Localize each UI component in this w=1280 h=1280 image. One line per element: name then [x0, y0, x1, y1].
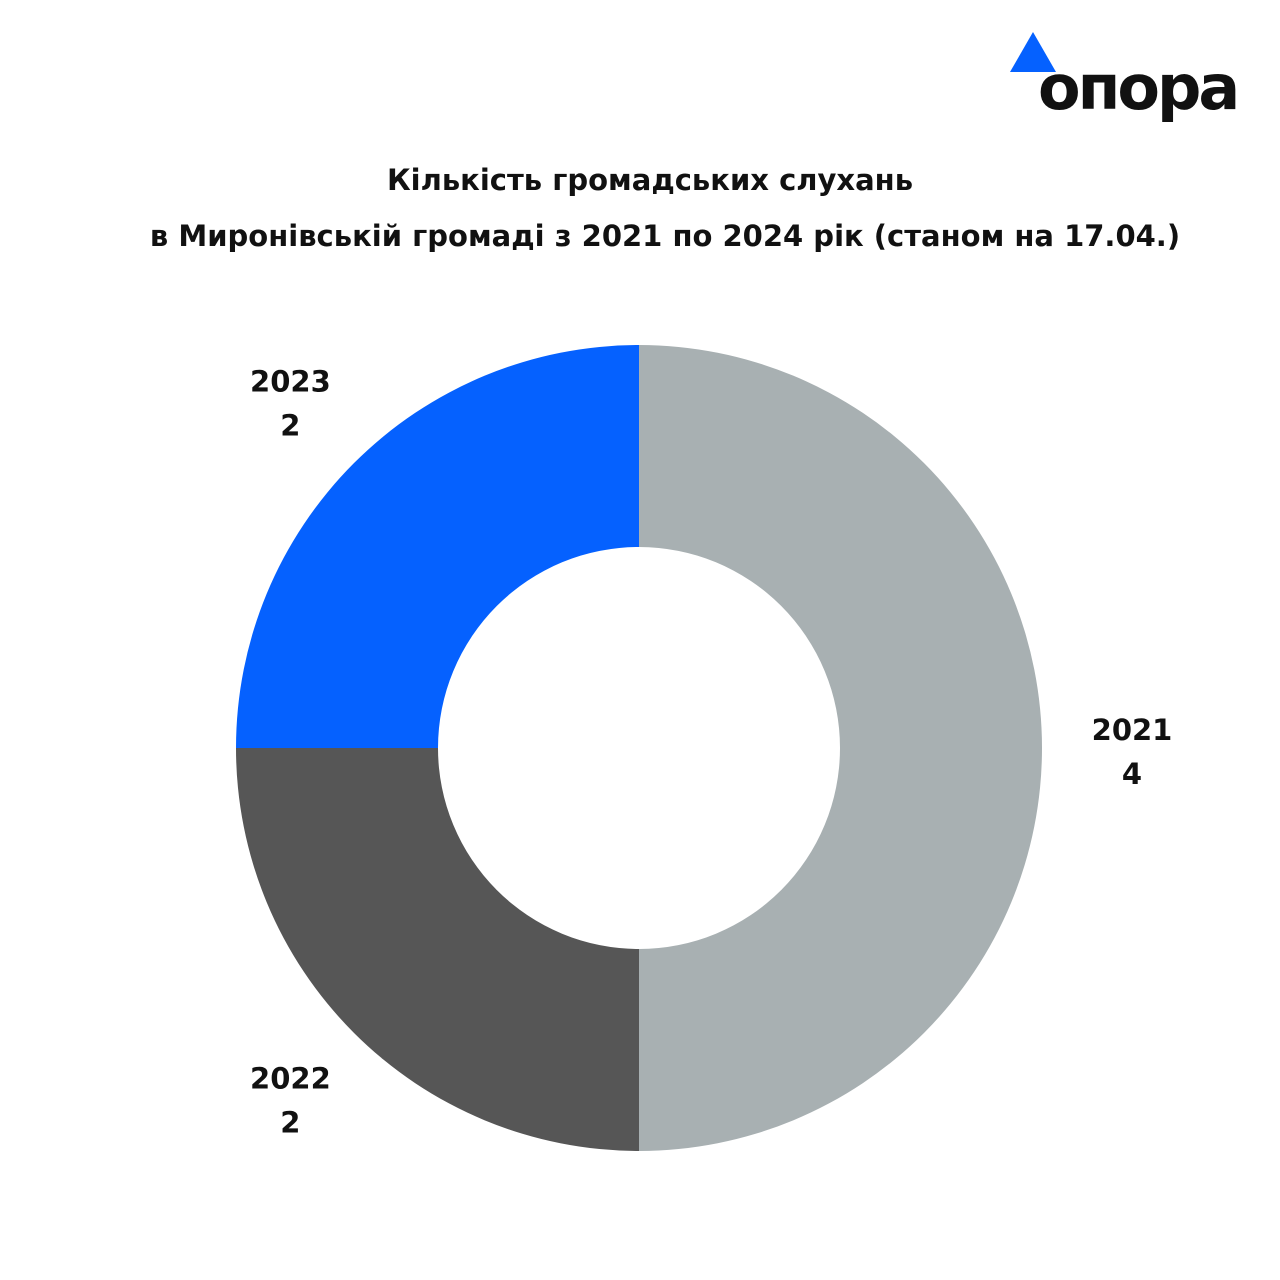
- slice-label-value: 2: [280, 1106, 300, 1140]
- chart-title-line-1: Кількість громадських слухань: [386, 163, 914, 197]
- slice-labels: 2021 4 2022 2 2023 2: [250, 364, 1172, 1139]
- brand-wordmark: опора: [1038, 51, 1240, 124]
- brand-logo: опора: [1008, 30, 1258, 140]
- slice-label-category: 2022: [250, 1062, 331, 1096]
- slice-label-2022: 2022 2: [250, 1062, 331, 1140]
- slice-2022: [236, 748, 639, 1151]
- slice-label-2021: 2021 4: [1092, 713, 1173, 791]
- slice-label-category: 2023: [250, 364, 331, 398]
- slice-2021: [639, 345, 1042, 1151]
- slice-label-value: 4: [1122, 757, 1142, 791]
- triangle-icon: [1010, 32, 1056, 72]
- slice-label-2023: 2023 2: [250, 364, 331, 442]
- slice-2023: [236, 345, 639, 748]
- chart-title: Кількість громадських слухань в Миронівс…: [40, 152, 1280, 264]
- slice-label-value: 2: [280, 408, 300, 442]
- chart-title-line-2: в Миронівській громаді з 2021 по 2024 рі…: [149, 219, 1181, 253]
- slice-label-category: 2021: [1092, 713, 1173, 747]
- donut-slices: [236, 345, 1042, 1151]
